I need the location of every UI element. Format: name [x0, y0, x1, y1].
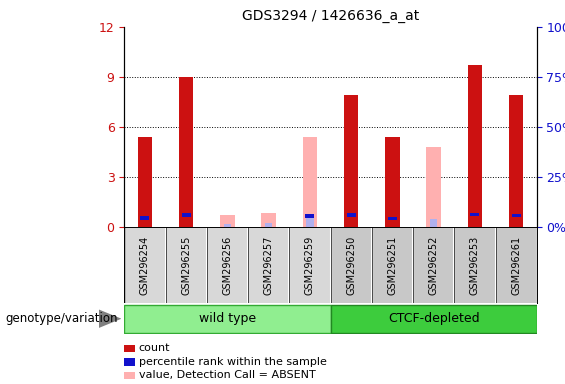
Bar: [265, 223, 272, 227]
Text: wild type: wild type: [199, 311, 256, 324]
Bar: [430, 219, 437, 227]
Text: value, Detection Call = ABSENT: value, Detection Call = ABSENT: [139, 370, 315, 381]
Bar: [179, 77, 193, 227]
Bar: [344, 95, 358, 227]
Bar: [224, 223, 231, 227]
Bar: [413, 227, 454, 303]
Text: genotype/variation: genotype/variation: [6, 311, 118, 324]
Bar: [181, 214, 191, 217]
Polygon shape: [99, 310, 121, 328]
Bar: [305, 214, 315, 218]
Bar: [289, 227, 331, 303]
Bar: [262, 213, 276, 227]
Bar: [346, 214, 356, 217]
Text: GSM296253: GSM296253: [470, 235, 480, 295]
Text: CTCF-depleted: CTCF-depleted: [388, 311, 480, 324]
Bar: [388, 217, 397, 220]
Bar: [124, 372, 134, 379]
Bar: [372, 227, 413, 303]
Bar: [207, 227, 248, 303]
Text: GSM296255: GSM296255: [181, 235, 191, 295]
Text: GSM296261: GSM296261: [511, 235, 521, 295]
Text: GSM296250: GSM296250: [346, 235, 356, 295]
Bar: [138, 137, 152, 227]
Text: GSM296254: GSM296254: [140, 235, 150, 295]
Bar: [248, 227, 289, 303]
Text: GSM296252: GSM296252: [429, 235, 438, 295]
Bar: [454, 227, 496, 303]
Bar: [470, 213, 480, 217]
Bar: [331, 305, 537, 333]
Bar: [385, 137, 399, 227]
Bar: [496, 227, 537, 303]
Text: percentile rank within the sample: percentile rank within the sample: [139, 357, 327, 367]
Bar: [140, 216, 150, 220]
Bar: [331, 227, 372, 303]
Bar: [124, 305, 331, 333]
Text: GSM296257: GSM296257: [264, 235, 273, 295]
Title: GDS3294 / 1426636_a_at: GDS3294 / 1426636_a_at: [242, 9, 419, 23]
Bar: [124, 227, 166, 303]
Bar: [427, 147, 441, 227]
Bar: [306, 218, 314, 227]
Bar: [124, 345, 134, 352]
Text: GSM296251: GSM296251: [388, 235, 397, 295]
Bar: [166, 227, 207, 303]
Bar: [124, 358, 134, 366]
Bar: [509, 95, 523, 227]
Bar: [220, 215, 234, 227]
Text: count: count: [139, 343, 170, 354]
Text: GSM296259: GSM296259: [305, 235, 315, 295]
Bar: [303, 137, 317, 227]
Text: GSM296256: GSM296256: [223, 235, 232, 295]
Bar: [468, 65, 482, 227]
Bar: [511, 214, 521, 217]
